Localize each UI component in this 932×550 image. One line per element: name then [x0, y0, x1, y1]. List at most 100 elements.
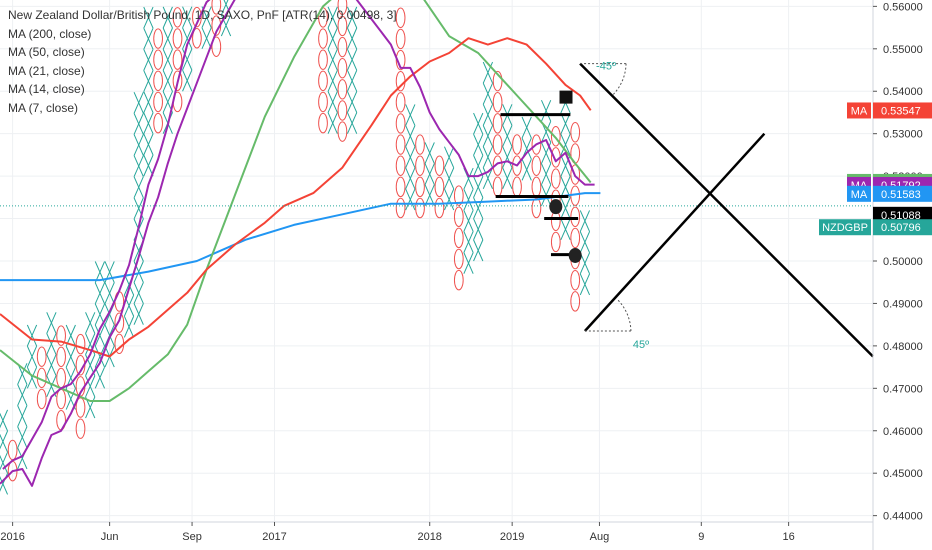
legend-ma-21[interactable]: MA (21, close) — [8, 63, 85, 78]
pnf-x-box — [0, 409, 9, 432]
pnf-o-box — [337, 100, 348, 121]
pnf-x-box — [327, 112, 338, 134]
price-badge-value: 0.51583 — [881, 189, 921, 201]
ma-series-4 — [2, 0, 211, 470]
angle-arc-bottom — [616, 298, 632, 332]
price-badge: 0.51088 — [873, 206, 932, 223]
pnf-x-box — [502, 146, 513, 168]
pnf-x-box — [143, 112, 154, 135]
pnf-x-box — [94, 366, 106, 389]
pnf-x-box — [17, 363, 28, 385]
pnf-x-box — [405, 125, 416, 147]
pnf-x-box — [133, 155, 144, 177]
pnf-o-box — [56, 346, 66, 368]
pnf-o-box — [492, 92, 503, 113]
y-tick-label: 0.53000 — [883, 129, 923, 141]
pnf-x-box — [46, 312, 57, 334]
pnf-o-box — [492, 113, 503, 134]
pnf-x-box — [94, 282, 106, 304]
pnf-x-box — [473, 176, 484, 198]
pnf-o-box — [318, 91, 328, 113]
pnf-o-box — [337, 79, 348, 100]
price-badge: MA 0.51583 — [847, 185, 932, 202]
pnf-x-box — [579, 273, 591, 296]
pnf-x-box — [405, 167, 416, 190]
y-tick-label: 0.48000 — [883, 341, 923, 353]
pnf-o-box — [492, 134, 503, 155]
trend-line — [579, 62, 874, 358]
pnf-x-box — [182, 69, 193, 92]
pnf-x-box — [405, 188, 416, 211]
pnf-x-box — [560, 133, 571, 156]
price-badge-label: MA — [851, 105, 868, 117]
pnf-x-box — [182, 48, 193, 71]
x-tick-label: Aug — [590, 531, 610, 543]
angle-arc-top — [611, 63, 627, 97]
pnf-o-box — [434, 155, 445, 176]
pnf-x-box — [560, 218, 571, 240]
pnf-x-box — [182, 27, 193, 50]
legend: New Zealand Dollar/British Pound, 1D, SA… — [8, 6, 397, 117]
pnf-o-box — [453, 206, 464, 227]
pnf-x-box — [540, 163, 552, 185]
pnf-x-box — [424, 184, 435, 207]
pnf-o-box — [395, 28, 406, 50]
pnf-x-box — [143, 6, 154, 29]
pnf-o-box — [395, 7, 406, 29]
pnf-x-box — [560, 176, 571, 198]
pnf-o-box — [492, 155, 503, 176]
pnf-o-box — [395, 92, 406, 113]
pnf-x-box — [473, 155, 484, 177]
pnf-x-box — [463, 231, 474, 253]
pnf-x-box — [482, 146, 494, 168]
legend-ma-50[interactable]: MA (50, close) — [8, 45, 85, 59]
marker-circle — [568, 247, 582, 263]
legend-ma-200[interactable]: MA (200, close) — [8, 26, 92, 41]
pnf-x-box — [482, 167, 494, 190]
pnf-x-box — [482, 104, 494, 126]
legend-ma-14[interactable]: MA (14, close) — [8, 82, 85, 96]
price-badge-box — [873, 185, 932, 202]
legend-ma-7[interactable]: MA (7, close) — [8, 100, 79, 115]
marker-square — [559, 90, 573, 104]
pnf-x-box — [346, 91, 358, 113]
y-tick-label: 0.50000 — [883, 256, 923, 268]
pnf-o-box — [531, 176, 542, 198]
pnf-x-box — [327, 48, 338, 71]
pnf-x-box — [143, 27, 154, 50]
y-tick-label: 0.47000 — [883, 383, 923, 395]
pnf-x-box — [521, 116, 532, 139]
x-tick-label: Sep — [182, 531, 202, 543]
pnf-x-box — [94, 324, 106, 347]
pnf-o-box — [453, 269, 464, 291]
price-badge-label: NZDGBP — [822, 222, 868, 234]
pnf-o-box — [114, 312, 125, 333]
pnf-x-box — [133, 113, 144, 135]
pnf-x-box — [327, 91, 338, 113]
x-tick-label: 2017 — [262, 531, 286, 543]
price-badge-tag — [819, 219, 871, 236]
pnf-x-box — [463, 252, 474, 274]
pnf-x-box — [346, 70, 358, 92]
pnf-o-box — [337, 57, 348, 79]
pnf-o-box — [172, 7, 183, 28]
ma-series-0 — [0, 192, 601, 282]
pnf-x-box — [473, 133, 484, 156]
pnf-x-box — [17, 384, 28, 406]
x-tick-label: 2018 — [417, 531, 441, 543]
pnf-o-box — [192, 28, 202, 49]
pnf-o-box — [172, 70, 183, 91]
pnf-o-box — [570, 270, 581, 291]
pnf-o-box — [153, 28, 163, 49]
pnf-x-box — [327, 6, 338, 29]
pnf-o-box — [395, 49, 406, 71]
pnf-o-box — [318, 28, 328, 49]
pnf-x-box — [473, 239, 484, 262]
y-tick-label: 0.54000 — [883, 86, 923, 98]
pnf-x-box — [443, 146, 455, 169]
pnf-x-box — [560, 112, 571, 135]
price-badge-tag — [847, 102, 871, 119]
